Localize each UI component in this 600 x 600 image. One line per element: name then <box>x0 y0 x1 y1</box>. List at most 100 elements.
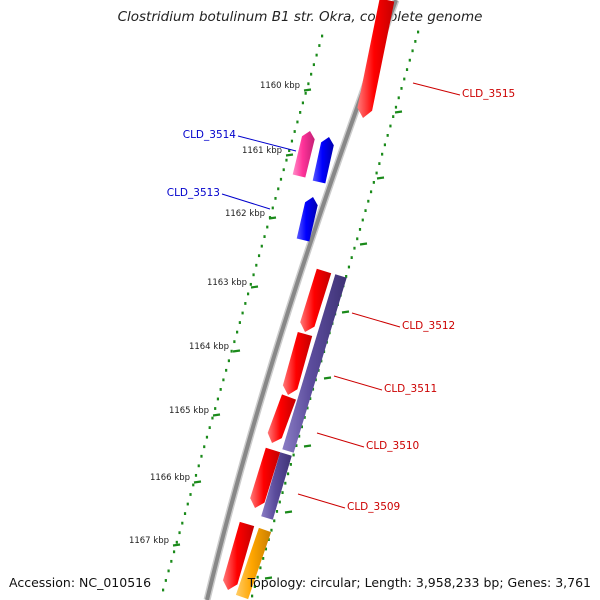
tick-dot <box>197 464 200 468</box>
tick-dot <box>290 139 294 143</box>
tick-dot <box>414 40 417 43</box>
scale-tick-mark <box>212 413 221 417</box>
gene-features <box>223 0 395 600</box>
tick-dot <box>189 493 192 496</box>
label-leader-lines <box>221 82 461 509</box>
scale-tick-label: 1164 kbp <box>189 342 229 352</box>
tick-dot <box>259 566 262 570</box>
tick-dot <box>267 538 270 541</box>
gene-arrow-forward[interactable] <box>357 0 395 118</box>
tick-dot <box>389 124 392 128</box>
gene-label[interactable]: CLD_3515 <box>462 88 515 100</box>
tick-dot <box>284 481 287 485</box>
scale-tick-mark <box>232 349 241 353</box>
gene-bar-orange[interactable] <box>235 527 272 600</box>
scale-tick-mark <box>193 480 202 484</box>
tick-dot <box>403 77 406 81</box>
tick-dot <box>203 445 206 449</box>
gene-arrow-forward[interactable] <box>267 394 296 443</box>
scale-tick-label: 1165 kbp <box>169 406 209 416</box>
scale-tick-label: 1162 kbp <box>225 209 265 219</box>
tick-dot <box>307 82 310 86</box>
tick-dot <box>347 265 351 269</box>
scale-tick-mark <box>172 543 181 547</box>
gene-label[interactable]: CLD_3514 <box>183 129 237 141</box>
inner-tick-track <box>162 34 324 592</box>
tick-dot <box>227 359 230 363</box>
tick-dot <box>311 387 315 391</box>
scale-tick-mark <box>285 153 294 157</box>
tick-dot <box>364 209 367 212</box>
gene-arrow-forward[interactable] <box>250 447 281 508</box>
gene-label[interactable]: CLD_3509 <box>347 501 400 513</box>
tick-dot <box>383 143 386 147</box>
feature-bar-purple[interactable] <box>282 274 347 453</box>
tick-dot <box>394 105 398 109</box>
gene-label-leader <box>333 375 383 391</box>
tick-dot <box>369 190 373 194</box>
tick-dot <box>277 187 280 191</box>
genome-summary-label: Topology: circular; Length: 3,958,233 bp… <box>247 575 591 590</box>
tick-dot <box>285 158 288 162</box>
tick-dot <box>405 68 409 71</box>
gene-label-leader <box>351 312 401 328</box>
gene-label[interactable]: CLD_3513 <box>167 187 220 199</box>
gene-label[interactable]: CLD_3510 <box>366 440 419 452</box>
scale-tick-mark <box>323 376 332 380</box>
scale-tick-mark <box>303 444 312 448</box>
tick-dot <box>252 273 255 277</box>
tick-dot <box>378 162 381 165</box>
tick-dot <box>278 500 281 504</box>
tick-dot <box>244 302 247 305</box>
tick-dot <box>289 463 292 466</box>
gene-label-leader <box>316 432 365 448</box>
tick-dot <box>417 30 420 34</box>
tick-dot <box>281 491 284 494</box>
tick-dot <box>246 292 250 296</box>
gene-arrow-reverse[interactable] <box>312 137 334 184</box>
tick-dot <box>296 120 299 124</box>
tick-dot <box>300 425 303 429</box>
tick-dot <box>309 397 312 400</box>
tick-dot <box>178 531 181 535</box>
scale-tick-mark <box>250 285 259 289</box>
gene-label[interactable]: CLD_3511 <box>384 383 437 395</box>
tick-dot <box>274 196 277 200</box>
tick-dot <box>216 397 220 401</box>
tick-dot <box>282 168 285 172</box>
tick-dot <box>361 218 364 222</box>
feature-bar-purple[interactable] <box>261 452 292 520</box>
tick-dot <box>225 368 228 372</box>
scale-tick-mark <box>341 310 350 314</box>
gene-arrow-forward[interactable] <box>300 268 332 332</box>
tick-dot <box>301 101 305 105</box>
tick-dot <box>271 206 274 210</box>
tick-dot <box>310 72 313 76</box>
gene-label-leader <box>221 193 271 210</box>
tick-dot <box>275 510 279 513</box>
gene-arrow-forward[interactable] <box>223 521 255 590</box>
tick-dot <box>192 483 195 487</box>
gene-arrow-forward[interactable] <box>282 332 313 395</box>
tick-dot <box>263 235 266 238</box>
tick-dot <box>256 575 259 579</box>
gene-label[interactable]: CLD_3512 <box>402 320 455 332</box>
tick-dot <box>279 177 283 181</box>
tick-dot <box>318 44 321 47</box>
scale-tick-label: 1167 kbp <box>129 536 169 546</box>
tick-dot <box>264 547 268 551</box>
tick-dot <box>238 321 241 324</box>
tick-dot <box>186 502 189 506</box>
tick-dot <box>303 416 306 419</box>
tick-dot <box>167 569 170 573</box>
gene-arrow-pink[interactable] <box>292 131 315 178</box>
tick-dot <box>286 472 290 476</box>
scale-tick-mark <box>394 110 403 114</box>
tick-dot <box>367 199 370 203</box>
tick-dot <box>183 512 187 515</box>
tick-dot <box>288 149 291 153</box>
gene-arrow-reverse[interactable] <box>296 197 318 242</box>
tick-dot <box>411 49 414 53</box>
tick-dot <box>358 228 362 231</box>
